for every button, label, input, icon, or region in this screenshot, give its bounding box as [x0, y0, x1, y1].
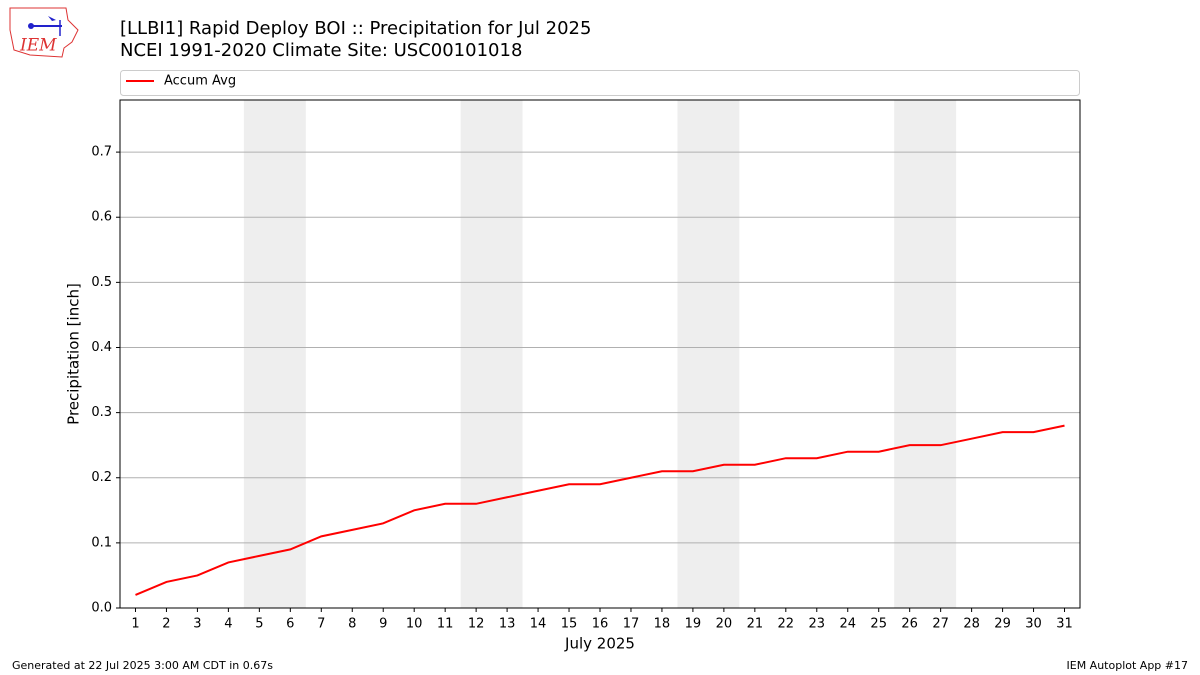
- legend-box: [120, 70, 1080, 96]
- plot-frame: [119, 99, 1081, 609]
- logo-text: IEM: [19, 36, 57, 56]
- logo-shape: [28, 23, 34, 29]
- y-tick-label: 0.5: [91, 275, 112, 290]
- logo-shape: [48, 16, 56, 21]
- x-tick-label: 6: [286, 617, 294, 632]
- x-tick-label: 28: [963, 617, 980, 632]
- data-line: [135, 424, 1065, 596]
- y-tick-label: 0.4: [91, 340, 112, 355]
- footer-left: Generated at 22 Jul 2025 3:00 AM CDT in …: [12, 659, 273, 672]
- x-tick-label: 16: [592, 617, 609, 632]
- x-tick-label: 26: [901, 617, 918, 632]
- y-tick-label: 0.0: [91, 601, 112, 616]
- x-tick-label: 15: [561, 617, 578, 632]
- y-tick-label: 0.2: [91, 470, 112, 485]
- logo: IEM: [9, 7, 79, 58]
- y-axis-label: Precipitation [inch]: [65, 283, 83, 425]
- x-tick-label: 14: [530, 617, 547, 632]
- x-tick-label: 4: [224, 617, 232, 632]
- x-tick-label: 20: [716, 617, 733, 632]
- x-tick-label: 24: [839, 617, 856, 632]
- y-tick-label: 0.3: [91, 405, 112, 420]
- chart-title: [LLBI1] Rapid Deploy BOI :: Precipitatio…: [120, 18, 591, 39]
- weekend-shade: [243, 100, 306, 608]
- x-tick-label: 29: [994, 617, 1011, 632]
- x-tick-label: 11: [437, 617, 454, 632]
- x-tick-label: 12: [468, 617, 485, 632]
- x-tick-label: 1: [131, 617, 139, 632]
- x-tick-label: 31: [1056, 617, 1073, 632]
- x-tick-label: 7: [317, 617, 325, 632]
- logo-outline: [9, 7, 79, 58]
- x-tick-label: 21: [747, 617, 764, 632]
- chart-subtitle: NCEI 1991-2020 Climate Site: USC00101018: [120, 40, 522, 61]
- x-tick-label: 2: [162, 617, 170, 632]
- y-tick-label: 0.1: [91, 535, 112, 550]
- x-tick-label: 30: [1025, 617, 1042, 632]
- x-tick-label: 13: [499, 617, 516, 632]
- x-tick-label: 10: [406, 617, 423, 632]
- weekend-shade: [894, 100, 957, 608]
- x-tick-label: 27: [932, 617, 949, 632]
- x-tick-label: 17: [623, 617, 640, 632]
- x-tick-label: 23: [809, 617, 826, 632]
- y-tick-label: 0.7: [91, 145, 112, 160]
- x-tick-label: 19: [685, 617, 702, 632]
- x-tick-label: 25: [870, 617, 887, 632]
- x-tick-label: 3: [193, 617, 201, 632]
- weekend-shade: [677, 100, 740, 608]
- footer-right: IEM Autoplot App #17: [1067, 659, 1189, 672]
- x-tick-label: 8: [348, 617, 356, 632]
- x-tick-label: 9: [379, 617, 387, 632]
- x-tick-label: 22: [778, 617, 795, 632]
- x-axis-label: July 2025: [564, 635, 635, 653]
- weekend-shade: [460, 100, 523, 608]
- y-tick-label: 0.6: [91, 210, 112, 225]
- x-tick-label: 18: [654, 617, 671, 632]
- x-tick-label: 5: [255, 617, 263, 632]
- legend-label: Accum Avg: [164, 74, 236, 89]
